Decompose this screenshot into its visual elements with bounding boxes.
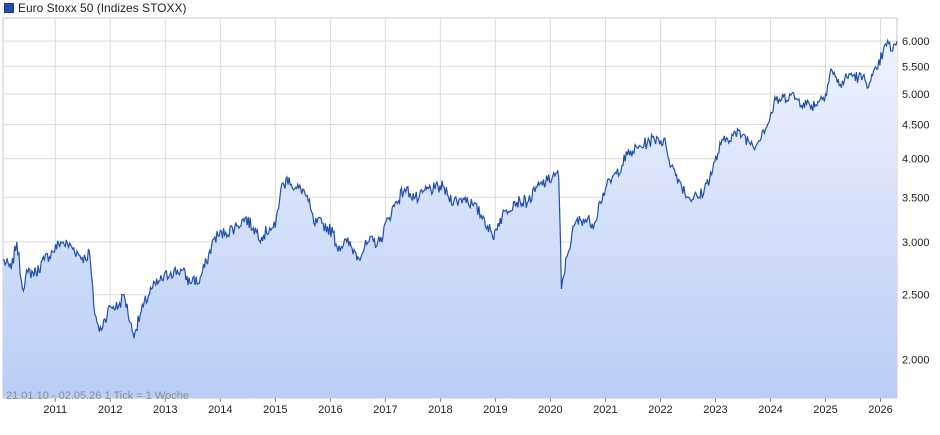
x-tick-label: 2017 bbox=[373, 404, 397, 416]
x-tick-label: 2020 bbox=[538, 404, 562, 416]
x-tick-label: 2022 bbox=[648, 404, 672, 416]
x-tick-label: 2018 bbox=[428, 404, 452, 416]
x-tick-label: 2026 bbox=[868, 404, 892, 416]
x-tick-label: 2015 bbox=[263, 404, 287, 416]
x-tick-label: 2016 bbox=[318, 404, 342, 416]
x-tick-label: 2023 bbox=[703, 404, 727, 416]
legend-label: Euro Stoxx 50 (Indizes STOXX) bbox=[18, 1, 187, 15]
x-tick-label: 2019 bbox=[483, 404, 507, 416]
y-tick-label: 6.000 bbox=[902, 36, 930, 48]
legend-swatch bbox=[4, 3, 14, 13]
x-tick-label: 2011 bbox=[43, 404, 67, 416]
y-tick-label: 2.000 bbox=[902, 354, 930, 366]
footnote: 21.01.10 - 02.05.26 1 Tick = 1 Woche bbox=[6, 390, 189, 402]
x-tick-label: 2014 bbox=[208, 404, 232, 416]
series-line bbox=[2, 38, 898, 339]
x-tick-label: 2021 bbox=[593, 404, 617, 416]
y-tick-label: 4.500 bbox=[902, 119, 930, 131]
y-tick-label: 3.000 bbox=[902, 237, 930, 249]
y-tick-label: 2.500 bbox=[902, 290, 930, 302]
y-tick-label: 5.000 bbox=[902, 89, 930, 101]
x-tick-label: 2024 bbox=[758, 404, 782, 416]
y-axis: 2.000 2.500 3.000 3.500 4.000 4.500 5.000 5.500… bbox=[902, 36, 930, 366]
x-axis: 2011 2012 2013 2014 2015 2016 2017 2018 2019 2020… bbox=[43, 398, 893, 416]
y-tick-label: 5.500 bbox=[902, 61, 930, 73]
y-tick-label: 4.000 bbox=[902, 154, 930, 166]
x-tick-label: 2013 bbox=[153, 404, 177, 416]
x-tick-label: 2025 bbox=[813, 404, 837, 416]
y-tick-label: 3.500 bbox=[902, 192, 930, 204]
legend: Euro Stoxx 50 (Indizes STOXX) bbox=[4, 1, 187, 15]
x-tick-label: 2012 bbox=[98, 404, 122, 416]
series-area bbox=[3, 40, 897, 398]
